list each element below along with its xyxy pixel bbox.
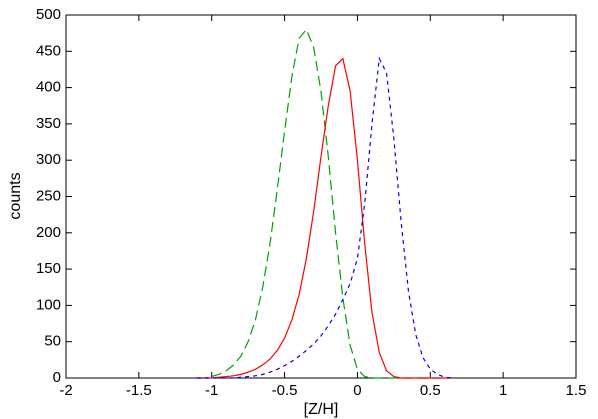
x-axis-label: [Z/H]: [304, 401, 339, 418]
data-line: [197, 57, 453, 379]
y-tick-label: 250: [36, 187, 61, 204]
x-tick-label: 0: [353, 382, 361, 399]
y-tick-label: 100: [36, 296, 61, 313]
y-tick-label: 500: [36, 6, 61, 23]
y-axis-label: counts: [7, 172, 24, 219]
y-tick-label: 300: [36, 151, 61, 168]
x-tick-label: 1.5: [566, 382, 587, 399]
y-tick-label: 150: [36, 260, 61, 277]
y-tick-label: 0: [53, 369, 61, 386]
y-tick-label: 450: [36, 42, 61, 59]
x-tick-label: -0.5: [272, 382, 298, 399]
x-tick-label: -1: [205, 382, 218, 399]
x-tick-label: -2: [59, 382, 72, 399]
data-line: [197, 28, 453, 379]
data-line: [197, 56, 453, 379]
y-tick-label: 50: [44, 333, 61, 350]
x-tick-label: 0.5: [420, 382, 441, 399]
y-tick-label: 200: [36, 224, 61, 241]
x-tick-label: -1.5: [126, 382, 152, 399]
plot-frame: [65, 14, 577, 379]
y-tick-label: 400: [36, 79, 61, 96]
y-tick-label: 350: [36, 115, 61, 132]
x-tick-label: 1: [499, 382, 507, 399]
